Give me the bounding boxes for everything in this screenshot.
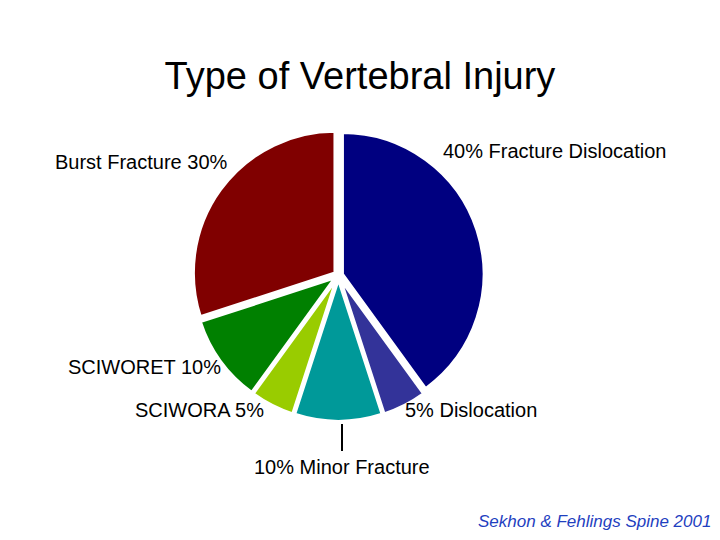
svg-text:Burst Fracture 30%: Burst Fracture 30% <box>55 151 228 173</box>
svg-text:Sekhon & Fehlings Spine 2001: Sekhon & Fehlings Spine 2001 <box>478 512 711 531</box>
svg-text:SCIWORA 5%: SCIWORA 5% <box>135 399 264 421</box>
svg-text:40% Fracture Dislocation: 40% Fracture Dislocation <box>443 140 666 162</box>
svg-text:10% Minor Fracture: 10% Minor Fracture <box>254 456 430 478</box>
svg-text:SCIWORET 10%: SCIWORET 10% <box>68 356 221 378</box>
svg-text:5% Dislocation: 5% Dislocation <box>405 399 537 421</box>
svg-text:Type of Vertebral Injury: Type of Vertebral Injury <box>165 55 556 97</box>
